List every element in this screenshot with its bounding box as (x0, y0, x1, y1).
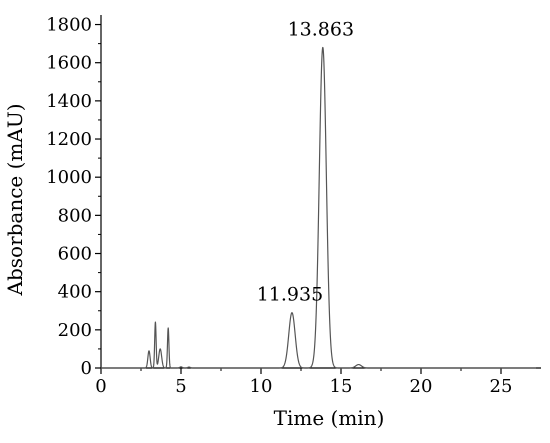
x-tick-label: 15 (330, 376, 353, 397)
y-tick-label: 0 (81, 358, 92, 379)
x-axis-ticks: 0 5 10 15 20 25 (95, 368, 512, 397)
y-axis-ticks: 0 200 400 600 800 1000 1200 1400 1600 1800 (46, 15, 101, 379)
x-tick-label: 0 (95, 376, 106, 397)
x-axis-title: Time (min) (274, 406, 385, 430)
y-tick-label: 1200 (46, 129, 92, 150)
y-tick-label: 800 (58, 205, 92, 226)
y-tick-label: 1400 (46, 91, 92, 112)
y-tick-label: 1600 (46, 53, 92, 74)
peak-label: 11.935 (257, 284, 323, 306)
y-tick-label: 1800 (46, 15, 92, 36)
peak-label: 13.863 (288, 18, 354, 40)
y-tick-label: 1000 (46, 167, 92, 188)
y-tick-label: 400 (58, 282, 92, 303)
x-tick-label: 20 (410, 376, 433, 397)
axes: 0 5 10 15 20 25 0 200 400 600 800 1000 1200 1400 1600… (46, 15, 541, 397)
y-axis-title: Absorbance (mAU) (3, 104, 27, 297)
peak-annotations: 11.935 13.863 (257, 18, 354, 305)
y-tick-label: 200 (58, 320, 92, 341)
y-tick-label: 600 (58, 244, 92, 265)
chromatogram-trace (100, 46, 537, 369)
x-tick-label: 25 (490, 376, 513, 397)
x-tick-label: 5 (175, 376, 186, 397)
x-tick-label: 10 (250, 376, 273, 397)
